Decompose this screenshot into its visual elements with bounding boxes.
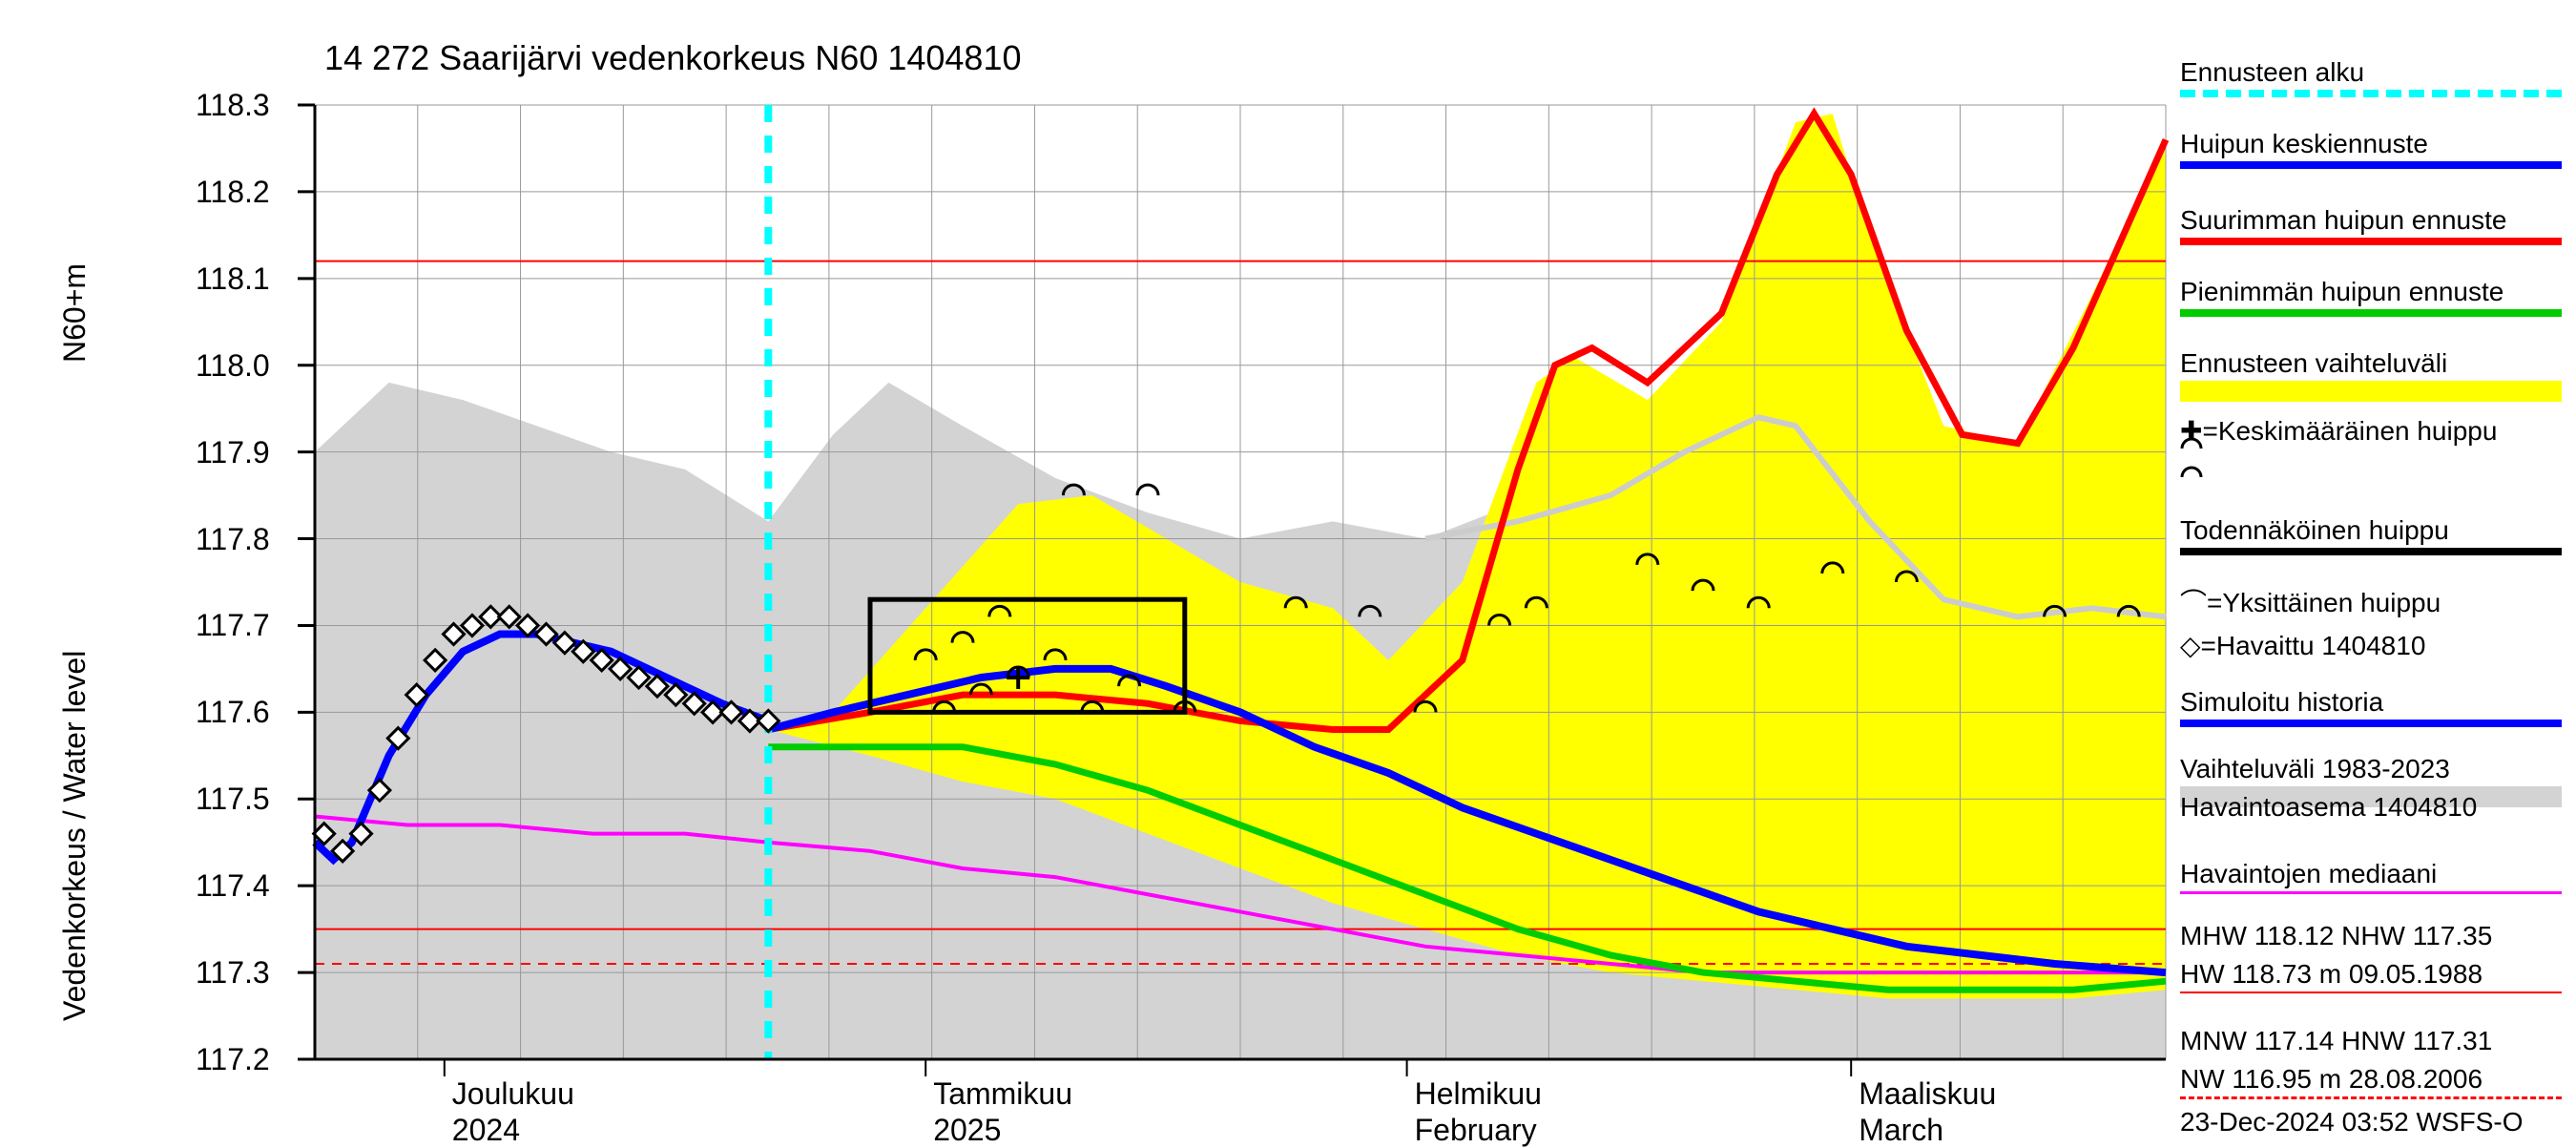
legend-text: ⌒=Yksittäinen huippu [2180, 582, 2441, 620]
x-month-en: 2025 [933, 1113, 1001, 1148]
y-tick-label: 117.7 [196, 608, 270, 643]
legend-text: Todennäköinen huippu [2180, 515, 2449, 546]
legend-line [2180, 90, 2562, 97]
legend-text: Simuloitu historia [2180, 687, 2383, 718]
y-tick-label: 117.6 [196, 695, 270, 730]
legend-text: Huipun keskiennuste [2180, 129, 2428, 159]
y-tick-label: 117.3 [196, 955, 270, 991]
chart-container: 14 272 Saarijärvi vedenkorkeus N60 14048… [0, 0, 2576, 1145]
legend-text: ✚=Keskimääräinen huippu [2180, 415, 2497, 447]
legend-text: Pienimmän huipun ennuste [2180, 277, 2503, 307]
y-tick-label: 118.0 [196, 348, 270, 384]
legend-line [2180, 548, 2562, 555]
y-tick-label: 118.3 [196, 88, 270, 123]
legend-text: Ennusteen vaihteluväli [2180, 348, 2447, 379]
legend-text: NW 116.95 m 28.08.2006 [2180, 1064, 2483, 1095]
legend-line [2180, 991, 2562, 993]
legend-text: Ennusteen alku [2180, 57, 2364, 88]
legend-line [2180, 891, 2562, 894]
y-axis-label-1: Vedenkorkeus / Water level [57, 651, 93, 1021]
legend-line [2180, 238, 2562, 245]
legend-text: HW 118.73 m 09.05.1988 [2180, 959, 2483, 990]
legend-text: Havaintojen mediaani [2180, 859, 2437, 889]
y-axis-label-2: N60+m [57, 263, 93, 363]
x-month-fi: Maaliskuu [1859, 1076, 1996, 1112]
legend-text: ◇=Havaittu 1404810 [2180, 630, 2425, 661]
y-tick-label: 117.5 [196, 782, 270, 817]
legend-text: Suurimman huipun ennuste [2180, 205, 2506, 236]
legend-text: MHW 118.12 NHW 117.35 [2180, 921, 2492, 951]
legend-line [2180, 161, 2562, 169]
x-month-en: 2024 [452, 1113, 520, 1148]
y-tick-label: 118.1 [196, 261, 270, 297]
legend-line [2180, 309, 2562, 317]
legend-line [2180, 720, 2562, 727]
y-tick-label: 117.4 [196, 868, 270, 904]
y-tick-label: 117.2 [196, 1042, 270, 1077]
legend-line [2180, 1096, 2562, 1099]
x-month-fi: Joulukuu [452, 1076, 574, 1112]
x-month-fi: Helmikuu [1415, 1076, 1542, 1112]
timestamp: 23-Dec-2024 03:52 WSFS-O [2180, 1107, 2524, 1138]
legend-swatch [2180, 381, 2562, 402]
legend-text: MNW 117.14 HNW 117.31 [2180, 1026, 2492, 1056]
x-month-en: March [1859, 1113, 1943, 1148]
y-tick-label: 117.9 [196, 435, 270, 470]
legend-text: Havaintoasema 1404810 [2180, 792, 2477, 823]
x-month-fi: Tammikuu [933, 1076, 1072, 1112]
y-tick-label: 117.8 [196, 522, 270, 557]
y-tick-label: 118.2 [196, 175, 270, 210]
legend-text: Vaihteluväli 1983-2023 [2180, 754, 2450, 784]
x-month-en: February [1415, 1113, 1537, 1148]
